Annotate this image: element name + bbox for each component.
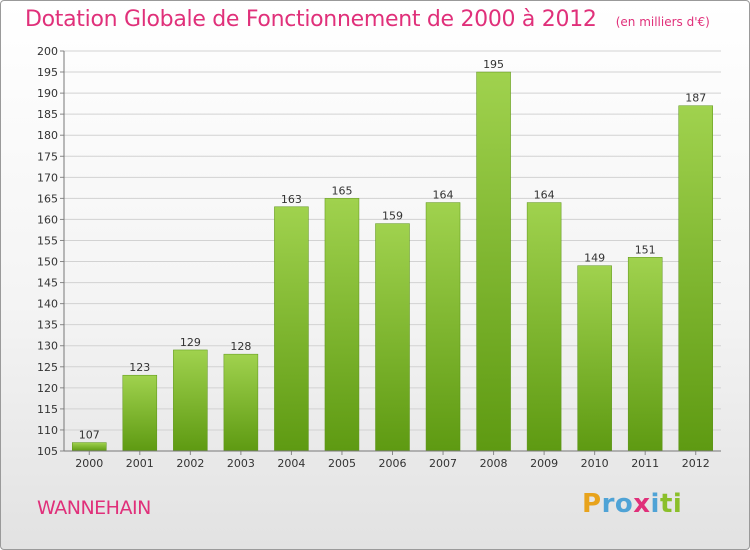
y-tick-label: 145 — [37, 277, 58, 290]
y-tick-label: 105 — [37, 445, 58, 458]
x-tick-label: 2008 — [480, 457, 508, 470]
bar-2012 — [678, 105, 713, 452]
x-tick-label: 2007 — [429, 457, 457, 470]
bar-2006 — [375, 223, 410, 452]
x-tick-label: 2002 — [176, 457, 204, 470]
bar-2008 — [476, 71, 511, 452]
x-tick-label: 2003 — [227, 457, 255, 470]
bars — [72, 71, 713, 452]
data-label-2007: 164 — [433, 189, 454, 202]
x-tick-label: 2005 — [328, 457, 356, 470]
x-tick-label: 2010 — [581, 457, 609, 470]
brand-letter: t — [659, 489, 673, 519]
data-labels: 107 123 129 128 163 165 159 164 195 164 149 151 187 — [79, 58, 706, 442]
brand-letter: x — [633, 489, 651, 519]
bar-2000 — [72, 442, 107, 452]
y-tick-label: 130 — [37, 340, 58, 353]
brand-letter: r — [601, 489, 615, 519]
y-tick-label: 175 — [37, 150, 58, 163]
bar-2011 — [627, 257, 663, 452]
brand-letter: o — [614, 489, 634, 519]
y-tick-label: 135 — [37, 319, 58, 332]
x-axis-ticks: 2000 2001 2002 2003 2004 2005 2006 2007 2008 2009… — [75, 451, 710, 470]
data-label-2004: 163 — [281, 193, 302, 206]
data-label-2000: 107 — [79, 429, 100, 442]
y-tick-label: 180 — [37, 129, 58, 142]
y-tick-label: 155 — [37, 234, 58, 247]
data-label-2012: 187 — [685, 92, 706, 105]
chart-title: Dotation Globale de Fonctionnement de 20… — [25, 7, 597, 32]
bar-2007 — [425, 202, 461, 452]
data-label-2005: 165 — [331, 184, 352, 197]
x-tick-label: 2011 — [631, 457, 659, 470]
brand-letter: i — [672, 489, 683, 519]
bar-2002 — [173, 349, 208, 452]
bar-2004 — [274, 206, 309, 452]
place-name: WANNEHAIN — [37, 497, 151, 519]
y-tick-label: 185 — [37, 108, 58, 121]
y-tick-label: 160 — [37, 213, 58, 226]
bar-2009 — [526, 202, 562, 452]
brand-letter: P — [582, 489, 602, 519]
data-label-2001: 123 — [129, 361, 150, 374]
y-tick-label: 125 — [37, 361, 58, 374]
data-label-2003: 128 — [230, 340, 251, 353]
chart-unit: (en milliers d'€) — [615, 15, 710, 29]
y-tick-label: 190 — [37, 87, 58, 100]
brand-letter: i — [650, 489, 660, 519]
bar-2005 — [324, 198, 360, 452]
bar-2001 — [122, 374, 158, 452]
data-label-2006: 159 — [382, 210, 403, 223]
data-label-2010: 149 — [584, 252, 605, 265]
data-label-2009: 164 — [534, 189, 555, 202]
y-tick-label: 195 — [37, 66, 58, 79]
y-axis-ticks: 105 110 115 120 125 130 135 140 145 150 155 160 165 1… — [37, 45, 64, 458]
data-label-2008: 195 — [483, 58, 504, 71]
y-tick-label: 140 — [37, 298, 58, 311]
brand-logo: Proxiti — [582, 489, 682, 519]
y-tick-label: 200 — [37, 45, 58, 58]
x-tick-label: 2004 — [277, 457, 305, 470]
title-row: Dotation Globale de Fonctionnement de 20… — [25, 7, 710, 32]
x-tick-label: 2006 — [379, 457, 407, 470]
y-tick-label: 165 — [37, 192, 58, 205]
bar-2003 — [223, 353, 259, 452]
bar-2010 — [577, 265, 612, 452]
data-label-2002: 129 — [180, 336, 201, 349]
y-tick-label: 120 — [37, 382, 58, 395]
y-tick-label: 110 — [37, 424, 58, 437]
data-label-2011: 151 — [635, 243, 656, 256]
y-tick-label: 170 — [37, 171, 58, 184]
x-tick-label: 2000 — [75, 457, 103, 470]
y-tick-label: 150 — [37, 256, 58, 269]
x-tick-label: 2009 — [530, 457, 558, 470]
x-tick-label: 2012 — [682, 457, 710, 470]
x-tick-label: 2001 — [126, 457, 154, 470]
y-tick-label: 115 — [37, 403, 58, 416]
